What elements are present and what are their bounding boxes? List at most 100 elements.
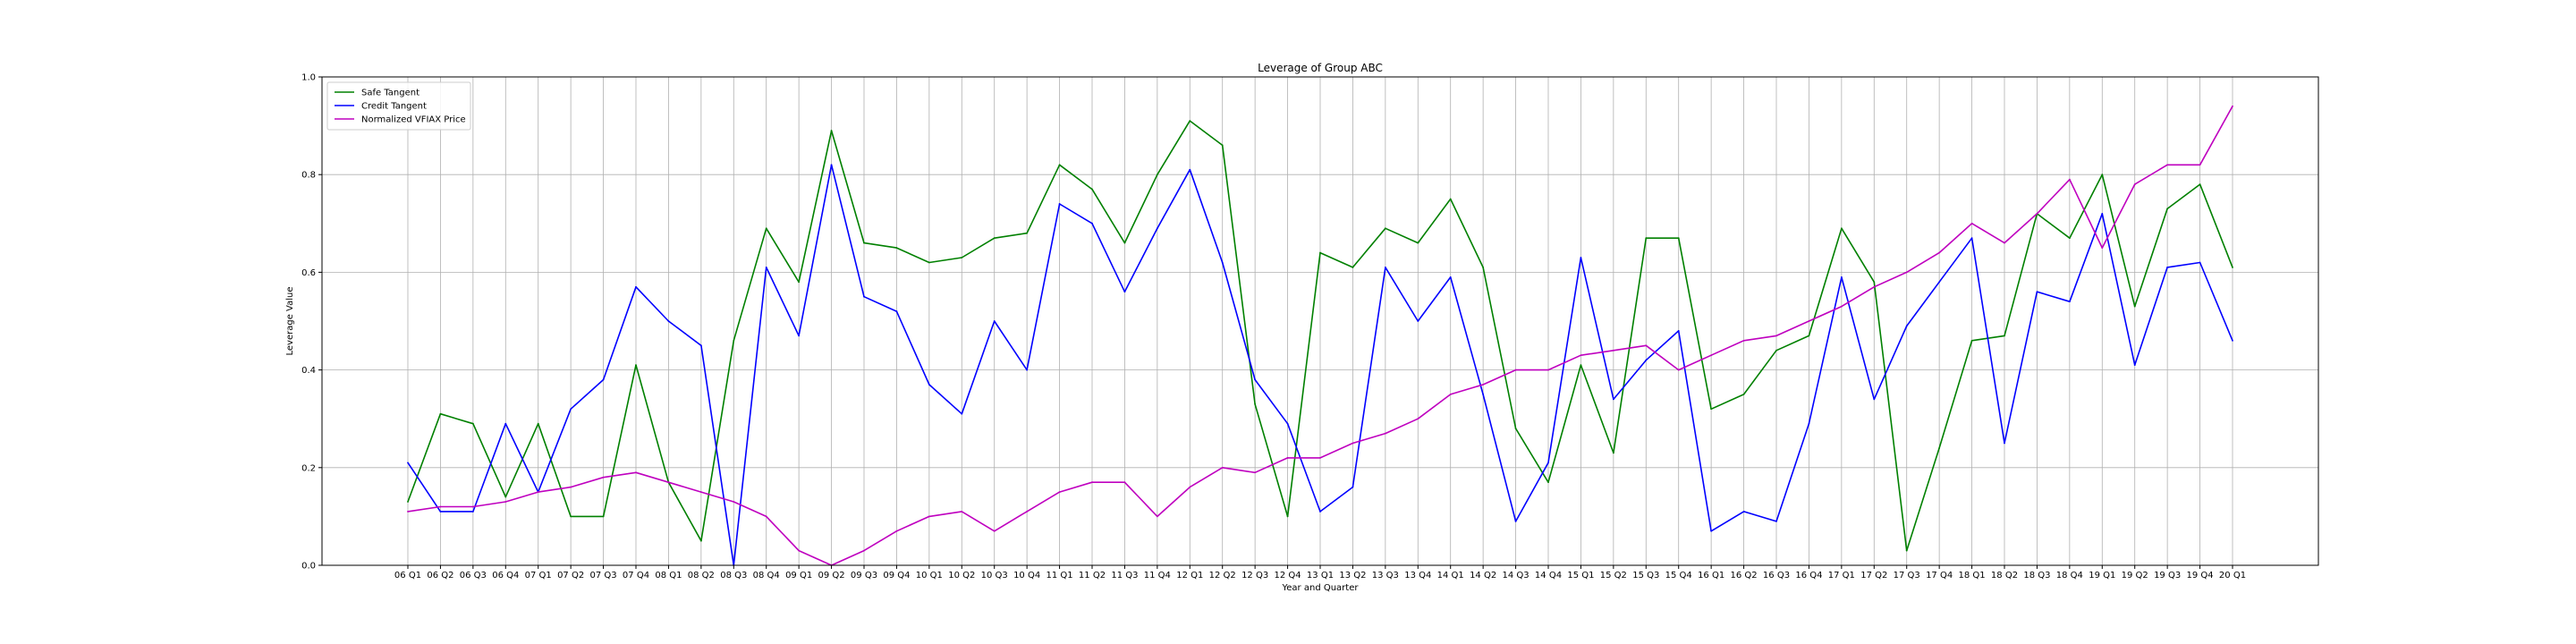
- data-point: [2101, 174, 2104, 176]
- legend-label: Credit Tangent: [361, 102, 427, 112]
- x-axis-label: Year and Quarter: [1282, 583, 1360, 593]
- x-tick-label: 11 Q3: [1111, 571, 1138, 580]
- data-point: [602, 476, 605, 479]
- data-point: [439, 511, 442, 513]
- data-point: [1286, 515, 1289, 518]
- data-point: [570, 408, 572, 411]
- data-point: [1221, 144, 1224, 147]
- x-tick-label: 07 Q3: [590, 571, 617, 580]
- x-tick-label: 06 Q3: [460, 571, 487, 580]
- x-tick-label: 12 Q4: [1275, 571, 1301, 580]
- data-point: [2036, 291, 2038, 293]
- data-point: [1482, 394, 1485, 395]
- x-tick-label: 18 Q3: [2023, 571, 2050, 580]
- x-tick-label: 08 Q3: [720, 571, 747, 580]
- x-tick-label: 13 Q2: [1339, 571, 1366, 580]
- data-point: [961, 257, 963, 258]
- data-point: [1547, 481, 1549, 484]
- x-tick-label: 17 Q1: [1828, 571, 1855, 580]
- data-point: [1677, 237, 1680, 240]
- x-tick-label: 17 Q3: [1894, 571, 1920, 580]
- y-tick-label: 0.0: [301, 562, 316, 572]
- data-point: [1970, 222, 1973, 225]
- data-point: [699, 491, 702, 493]
- data-point: [1970, 339, 1973, 342]
- data-point: [1417, 242, 1419, 244]
- x-tick-label: 19 Q1: [2089, 571, 2115, 580]
- data-point: [1612, 452, 1614, 454]
- legend-label: Safe Tangent: [361, 89, 419, 98]
- data-point: [602, 378, 605, 381]
- x-tick-label: 15 Q2: [1600, 571, 1627, 580]
- x-tick-label: 08 Q1: [655, 571, 682, 580]
- data-point: [504, 501, 507, 503]
- data-point: [1156, 515, 1158, 518]
- x-tick-label: 09 Q1: [785, 571, 812, 580]
- data-point: [1319, 456, 1321, 459]
- data-point: [1808, 422, 1810, 425]
- data-point: [1938, 251, 1941, 254]
- data-point: [961, 412, 963, 415]
- data-point: [2133, 364, 2136, 367]
- x-tick-label: 18 Q2: [1991, 571, 2018, 580]
- series-points-0: [407, 120, 2233, 552]
- data-point: [407, 501, 409, 503]
- x-tick-label: 07 Q1: [525, 571, 552, 580]
- data-point: [1775, 349, 1777, 352]
- data-point: [1352, 442, 1354, 445]
- data-point: [407, 462, 409, 464]
- data-point: [830, 164, 833, 166]
- data-point: [1710, 408, 1713, 411]
- data-point: [1221, 261, 1224, 264]
- x-tick-label: 15 Q1: [1567, 571, 1594, 580]
- x-tick-label: 18 Q1: [1959, 571, 1986, 580]
- data-point: [961, 511, 963, 513]
- data-point: [895, 310, 898, 312]
- data-point: [570, 515, 572, 518]
- data-point: [1123, 291, 1126, 293]
- y-tick-label: 1.0: [301, 73, 316, 83]
- data-point: [1645, 344, 1648, 347]
- data-point: [2004, 442, 2005, 445]
- data-point: [1091, 222, 1093, 225]
- data-point: [2068, 301, 2071, 303]
- data-point: [1840, 227, 1843, 230]
- data-point: [1449, 198, 1452, 200]
- data-point: [2133, 305, 2136, 308]
- data-point: [1026, 232, 1029, 234]
- x-tick-label: 09 Q4: [883, 571, 910, 580]
- data-point: [407, 511, 409, 513]
- data-point: [798, 549, 801, 552]
- data-point: [1156, 174, 1158, 176]
- data-point: [2166, 267, 2169, 268]
- data-point: [667, 320, 670, 322]
- data-point: [830, 130, 833, 131]
- legend-label: Normalized VFIAX Price: [361, 115, 466, 125]
- data-point: [2166, 208, 2169, 210]
- data-point: [1514, 428, 1517, 430]
- x-tick-label: 10 Q1: [916, 571, 943, 580]
- x-tick-label: 20 Q1: [2219, 571, 2246, 580]
- x-tick-label: 09 Q3: [851, 571, 877, 580]
- x-tick-label: 14 Q4: [1535, 571, 1562, 580]
- data-point: [1352, 267, 1354, 268]
- data-point: [1905, 549, 1908, 552]
- data-point: [1580, 354, 1582, 357]
- data-point: [1449, 394, 1452, 395]
- data-point: [863, 549, 865, 552]
- data-point: [471, 505, 474, 508]
- data-point: [1482, 267, 1485, 268]
- data-point: [1189, 120, 1191, 123]
- data-point: [765, 267, 767, 268]
- data-point: [2133, 183, 2136, 186]
- data-point: [699, 344, 702, 347]
- x-tick-label: 06 Q4: [492, 571, 519, 580]
- data-point: [1319, 511, 1321, 513]
- data-point: [798, 281, 801, 284]
- data-point: [1547, 462, 1549, 464]
- data-point: [1677, 369, 1680, 371]
- data-point: [1840, 305, 1843, 308]
- data-point: [733, 339, 735, 342]
- data-point: [2101, 212, 2104, 215]
- x-tick-label: 17 Q2: [1860, 571, 1887, 580]
